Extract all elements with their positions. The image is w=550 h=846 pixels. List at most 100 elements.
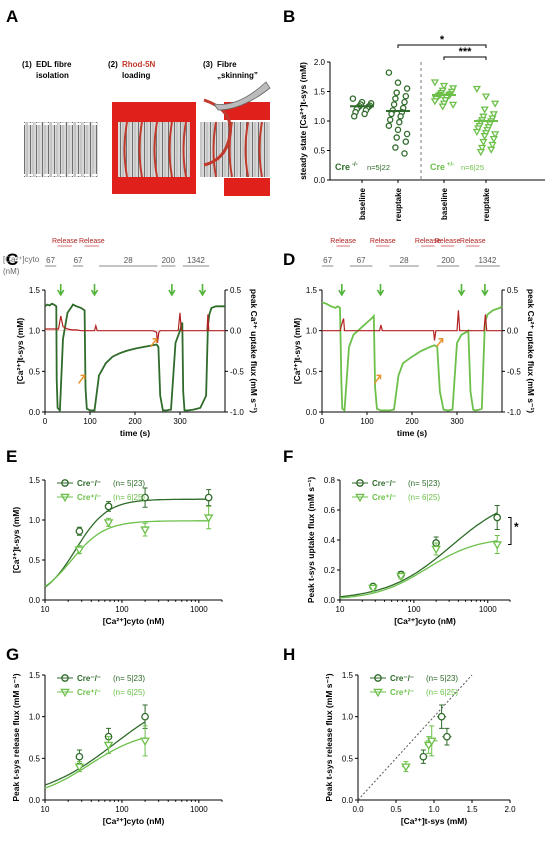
- data-point: [74, 763, 85, 772]
- legend-name: Cre⁺/⁻: [372, 493, 396, 502]
- data-point: [75, 527, 84, 536]
- release-label: Release: [79, 238, 105, 245]
- cyto-segment-label: 1342: [187, 256, 205, 265]
- data-point: [493, 513, 502, 522]
- data-point: [431, 545, 441, 555]
- series-line-1: [322, 310, 502, 341]
- y-tick-label: 1.5: [29, 476, 41, 485]
- y-tick-label: 1.0: [342, 713, 354, 722]
- y-tick-label-right: -1.0: [507, 408, 521, 417]
- data-point: [443, 732, 451, 741]
- peak-arrow: [481, 284, 489, 297]
- release-label: Release: [370, 238, 396, 245]
- data-point: [204, 493, 213, 502]
- x-tick-label: 300: [450, 417, 464, 426]
- legend-name: Cre⁺/⁻: [77, 688, 101, 697]
- legend-note: (n= 5|23): [113, 674, 145, 683]
- chart-g: 0.0 0.5 1.0 1.5 10 100 1000 [Ca²⁺]cyto (nM) Peak…: [11, 671, 223, 826]
- x-tick-label: 1000: [479, 605, 497, 614]
- x-tick-label: 10: [336, 605, 345, 614]
- panel-a-illustration: (1) EDL fibre isolation (2) Rhod-5N loading (3…: [20, 60, 271, 196]
- significance-label: ***: [459, 46, 473, 58]
- panel-letter-g: G: [6, 645, 19, 664]
- data-point: [480, 106, 489, 114]
- data-point: [401, 150, 408, 157]
- significance-label: *: [514, 520, 519, 534]
- data-point: [472, 128, 482, 137]
- x-tick-label: 100: [360, 417, 374, 426]
- peak-arrow: [57, 284, 65, 297]
- forceps-icon: [213, 81, 271, 111]
- y-axis-label: steady state [Ca²⁺]t-sys (mM): [298, 62, 308, 180]
- data-point: [448, 101, 458, 109]
- y-tick-label: 1.0: [29, 713, 41, 722]
- panel-letter-e: E: [6, 447, 17, 466]
- release-label: Release: [435, 238, 461, 245]
- step-title: Fibre: [217, 60, 237, 69]
- legend-name: Cre⁻/⁻: [372, 479, 396, 488]
- legend-note: (n= 6|25): [426, 688, 458, 697]
- panel-letter-a: A: [6, 7, 18, 26]
- data-point: [373, 688, 383, 698]
- cyto-segment-label: 67: [357, 256, 366, 265]
- data-point: [141, 493, 149, 502]
- x-tick-label: 200: [128, 417, 142, 426]
- cyto-segment-label: 67: [46, 256, 55, 265]
- reuptake-arrow: [373, 374, 382, 384]
- peak-arrow: [338, 284, 346, 297]
- data-point: [477, 144, 487, 152]
- step-number: (2): [108, 60, 118, 69]
- fibre-skinned: [200, 122, 270, 177]
- x-tick-label: 100: [407, 605, 421, 614]
- y-tick-label-right: 0.5: [507, 286, 519, 295]
- x-axis-label: [Ca²⁺]t-sys (mM): [401, 816, 468, 826]
- data-point: [479, 138, 488, 147]
- y-tick-label: 0.0: [306, 408, 318, 417]
- y-tick-label: 1.0: [29, 327, 41, 336]
- y-tick-label: 0.2: [324, 566, 336, 575]
- y-tick-label: 2.0: [314, 58, 326, 67]
- data-point: [350, 113, 358, 120]
- step-number: (3): [203, 60, 213, 69]
- data-point: [393, 134, 400, 141]
- chart-h: 0.0 0.5 1.0 1.5 0.0 0.5 1.0 1.5 2.0 [Ca²⁺]t-sys (…: [324, 671, 516, 826]
- cyto-segment-label: 67: [323, 256, 332, 265]
- x-tick-label: 100: [115, 605, 129, 614]
- data-point: [394, 79, 402, 86]
- y-tick-label: 0.5: [314, 147, 326, 156]
- data-point: [426, 737, 437, 746]
- cyto-segment-label: 1342: [478, 256, 496, 265]
- data-point: [103, 741, 114, 751]
- data-point: [397, 113, 404, 120]
- tsys-ring: [168, 121, 173, 178]
- fit-curve-1: [44, 520, 209, 587]
- data-point: [203, 514, 214, 523]
- cyto-segment-label: 28: [124, 256, 133, 265]
- y-tick-label: 1.0: [306, 327, 318, 336]
- y-axis-label-left: [Ca²⁺]t-sys (mM): [292, 318, 302, 385]
- legend-note: (n= 5|23): [408, 479, 440, 488]
- step-subtitle: isolation: [36, 71, 69, 80]
- data-point: [403, 85, 411, 92]
- tsys-ring: [123, 121, 128, 178]
- data-point: [479, 113, 488, 121]
- data-point: [401, 763, 411, 772]
- data-point: [448, 85, 458, 93]
- fit-curve-1: [339, 540, 498, 599]
- legend-name: Cre⁻/⁻: [390, 674, 414, 683]
- legend-name: Cre⁻/⁻: [77, 674, 101, 683]
- reuptake-arrow: [436, 338, 444, 348]
- data-point: [489, 135, 498, 144]
- cyto-segment-label: 67: [74, 256, 83, 265]
- group-label-sup: -/-: [352, 162, 358, 168]
- fit-curve-1: [44, 737, 146, 789]
- data-point: [402, 138, 410, 145]
- data-point: [441, 97, 450, 105]
- data-point: [392, 95, 399, 102]
- data-point: [430, 79, 440, 87]
- cyto-axis-unit: (nM): [3, 267, 20, 276]
- y-tick-label: 1.5: [314, 88, 326, 97]
- x-tick-label: 100: [115, 805, 129, 814]
- chart-e: 0.0 0.5 1.0 1.5 10 100 1000 [Ca²⁺]cyto (nM) [Ca²…: [11, 476, 223, 626]
- data-point: [489, 111, 498, 119]
